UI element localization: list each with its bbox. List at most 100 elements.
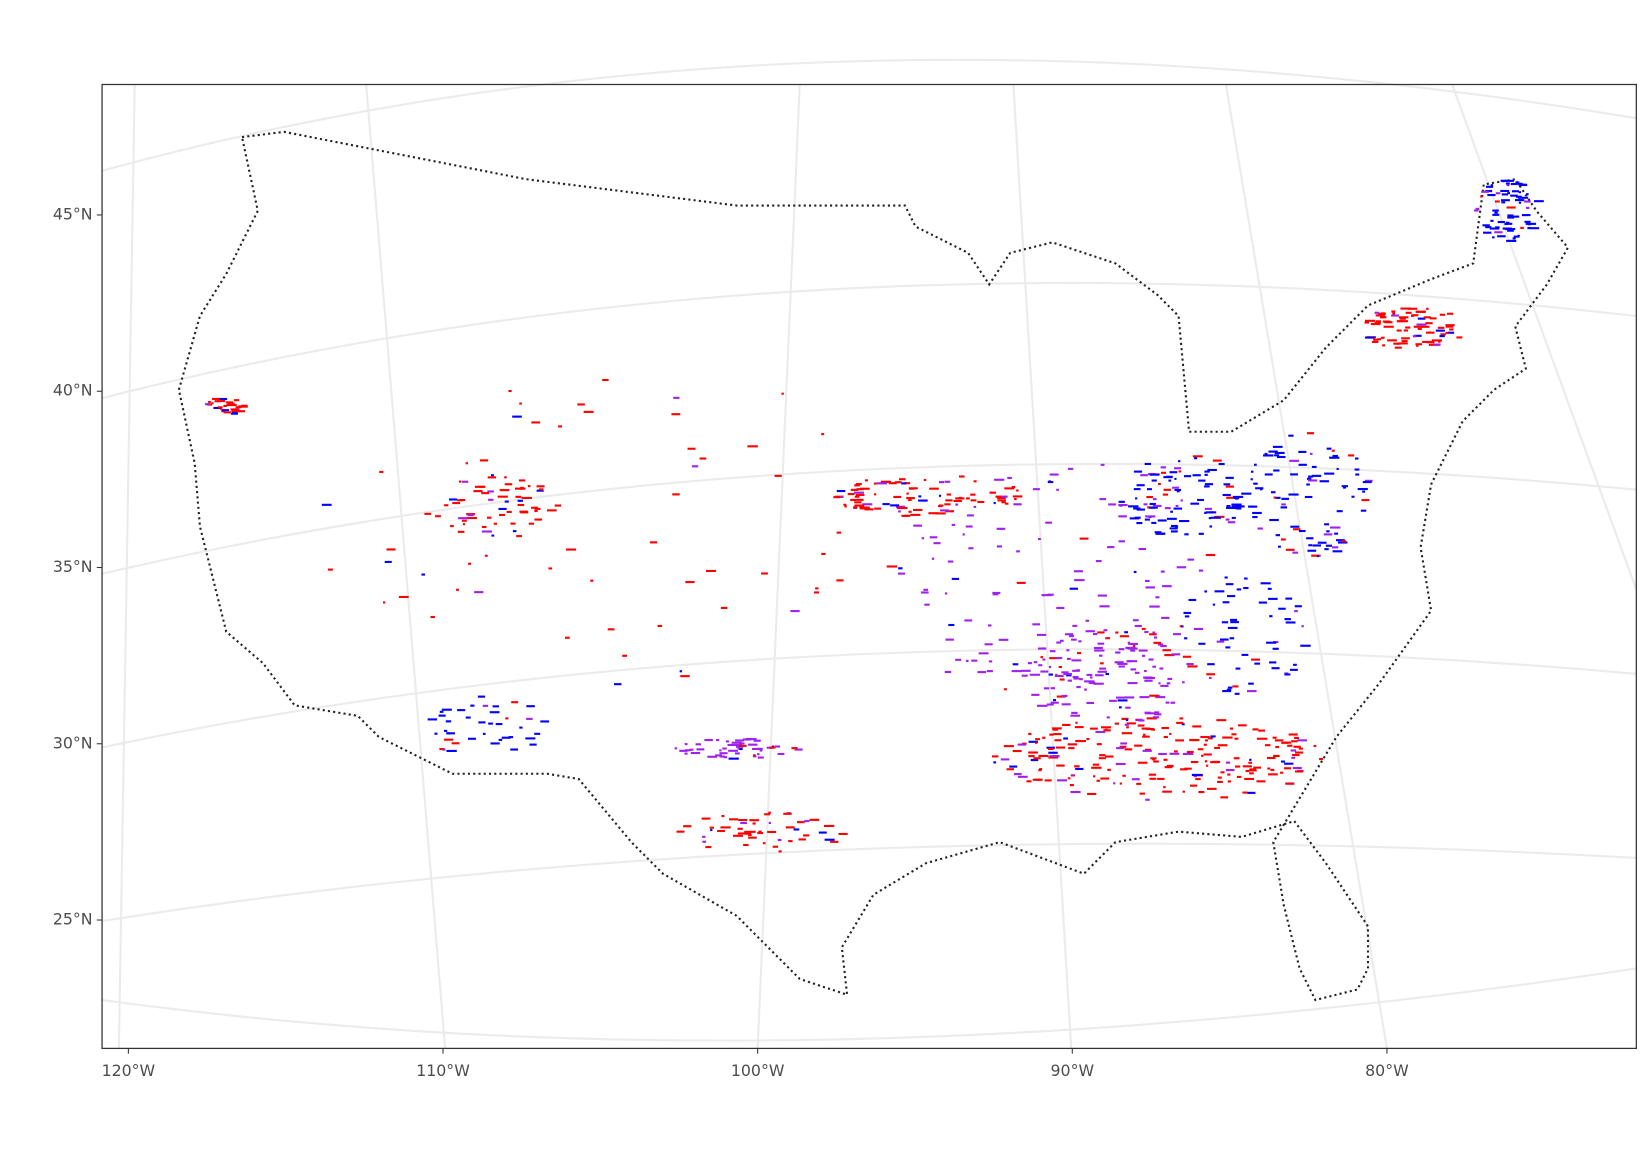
occurrence-dot xyxy=(1067,743,1078,746)
occurrence-dot xyxy=(223,404,227,407)
occurrence-dot xyxy=(1335,539,1345,542)
occurrence-dot xyxy=(1149,633,1157,636)
occurrence-dot xyxy=(1249,758,1252,761)
occurrence-dot xyxy=(421,573,425,576)
occurrence-dot xyxy=(382,601,386,604)
occurrence-dot xyxy=(748,743,758,746)
occurrence-dot xyxy=(1254,662,1261,665)
occurrence-dot xyxy=(1304,495,1313,499)
occurrence-dot xyxy=(448,498,458,501)
occurrence-dot xyxy=(1166,764,1174,767)
occurrence-dot xyxy=(1069,784,1075,787)
occurrence-dot xyxy=(534,518,543,521)
occurrence-dot xyxy=(855,483,862,486)
occurrence-dot xyxy=(1236,588,1242,591)
occurrence-dot xyxy=(1152,716,1160,719)
occurrence-dot xyxy=(1016,489,1019,492)
occurrence-dot xyxy=(1401,340,1408,343)
occurrence-dot xyxy=(1252,728,1259,731)
occurrence-dot xyxy=(1072,675,1079,679)
occurrence-dot xyxy=(1334,532,1339,535)
occurrence-dot xyxy=(749,819,760,822)
occurrence-dot xyxy=(1178,470,1182,473)
occurrence-dot xyxy=(465,716,471,719)
occurrence-dot xyxy=(1097,642,1105,645)
occurrence-dot xyxy=(962,533,965,536)
occurrence-dot xyxy=(1273,754,1280,758)
occurrence-dot xyxy=(1268,773,1278,776)
occurrence-dot xyxy=(1204,590,1208,593)
occurrence-dot xyxy=(1136,782,1142,785)
occurrence-dot xyxy=(1513,235,1520,238)
occurrence-dot xyxy=(1288,493,1299,496)
occurrence-dot xyxy=(1190,760,1199,764)
occurrence-dot xyxy=(1494,231,1503,234)
occurrence-dot xyxy=(1485,226,1492,229)
occurrence-dot xyxy=(1382,344,1386,347)
occurrence-dot xyxy=(1086,737,1090,741)
occurrence-dot xyxy=(788,840,793,843)
occurrence-dot xyxy=(680,675,690,678)
occurrence-dot xyxy=(679,749,688,752)
occurrence-dot xyxy=(1258,601,1268,604)
occurrence-dot xyxy=(745,738,753,741)
occurrence-dot xyxy=(1040,656,1044,659)
occurrence-dot xyxy=(457,709,466,712)
occurrence-dot xyxy=(945,510,955,513)
occurrence-dot xyxy=(774,474,782,477)
occurrence-dot xyxy=(898,510,901,513)
occurrence-dot xyxy=(467,514,474,517)
occurrence-dot xyxy=(1285,782,1295,785)
occurrence-dot xyxy=(1168,479,1172,482)
occurrence-dot xyxy=(793,828,800,831)
occurrence-dot xyxy=(739,744,747,747)
occurrence-dot xyxy=(1483,231,1492,234)
occurrence-dot xyxy=(1273,469,1280,472)
occurrence-dot xyxy=(699,457,707,460)
occurrence-dot xyxy=(1151,521,1157,524)
occurrence-dot xyxy=(1337,541,1348,544)
occurrence-dot xyxy=(1249,768,1256,771)
occurrence-dot xyxy=(1300,644,1311,647)
occurrence-dot xyxy=(918,499,928,502)
occurrence-dot xyxy=(1210,761,1220,764)
occurrence-dot xyxy=(1270,491,1276,494)
occurrence-dot xyxy=(696,748,705,751)
occurrence-dot xyxy=(1162,790,1172,793)
us-outline xyxy=(177,130,1570,1002)
occurrence-dot xyxy=(1212,603,1216,606)
occurrence-dot xyxy=(1407,307,1418,310)
occurrence-dot xyxy=(836,531,842,534)
occurrence-dot xyxy=(1048,665,1052,668)
occurrence-dot xyxy=(1103,729,1111,732)
occurrence-dot xyxy=(1169,752,1180,755)
occurrence-dot xyxy=(1038,769,1042,772)
occurrence-dot xyxy=(1175,525,1179,528)
occurrence-dot xyxy=(1494,200,1500,203)
occurrence-dot xyxy=(1413,325,1423,328)
occurrence-dot xyxy=(672,493,680,496)
occurrence-dot xyxy=(722,747,727,750)
occurrence-dot xyxy=(521,496,532,499)
occurrence-dot xyxy=(1105,672,1110,676)
occurrence-dot xyxy=(1160,645,1167,648)
occurrence-dot xyxy=(1154,713,1162,716)
occurrence-dot xyxy=(1371,340,1379,343)
occurrence-dot xyxy=(716,739,720,742)
occurrence-dot xyxy=(1323,533,1333,536)
occurrence-dot xyxy=(1033,757,1041,760)
occurrence-dot xyxy=(1266,641,1277,644)
occurrence-dot xyxy=(923,588,929,591)
occurrence-dot xyxy=(1399,342,1408,345)
occurrence-dot xyxy=(1058,665,1062,669)
occurrence-dot xyxy=(1183,611,1192,614)
occurrence-dot xyxy=(534,507,541,510)
occurrence-dot xyxy=(673,396,680,399)
occurrence-dot xyxy=(1192,474,1201,477)
occurrence-dot xyxy=(1244,577,1248,580)
occurrence-dot xyxy=(1253,766,1262,769)
occurrence-dot xyxy=(1226,496,1237,499)
occurrence-dot xyxy=(1118,515,1127,518)
occurrence-dot xyxy=(1387,339,1397,342)
occurrence-dot xyxy=(1521,214,1531,217)
